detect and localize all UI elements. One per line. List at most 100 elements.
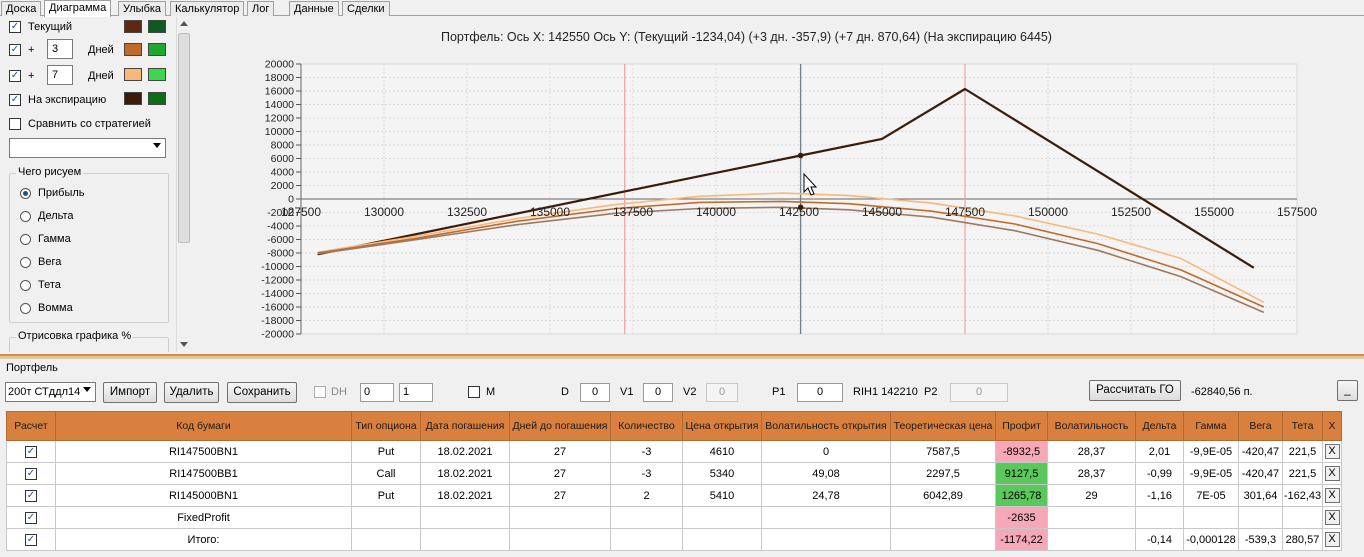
dh-checkbox[interactable] bbox=[314, 386, 326, 398]
settings-scrollbar[interactable] bbox=[176, 17, 191, 352]
col-theo[interactable]: Теоретическая цена bbox=[890, 411, 996, 441]
x-tick-label: 155000 bbox=[1194, 205, 1234, 219]
payoff-chart[interactable]: 127500 130000 132500 135000 137500 140000 1425… bbox=[193, 17, 1364, 352]
calc-checkbox[interactable]: ✓ bbox=[25, 534, 37, 546]
strategy-compare-select[interactable] bbox=[9, 138, 166, 158]
col-price[interactable]: Цена открытия bbox=[682, 411, 762, 441]
panel-splitter[interactable] bbox=[0, 354, 1364, 359]
delete-button[interactable]: Удалить bbox=[164, 382, 219, 403]
col-calc[interactable]: Расчет bbox=[6, 411, 56, 441]
remove-row-button[interactable]: X bbox=[1324, 444, 1340, 459]
compare-checkbox[interactable] bbox=[9, 118, 21, 130]
expiration-checkbox[interactable] bbox=[9, 94, 21, 106]
cell-remove: X bbox=[1322, 440, 1342, 463]
plus3-color-2[interactable] bbox=[148, 43, 166, 56]
minimize-button[interactable]: _ bbox=[1337, 380, 1358, 401]
radio-theta[interactable] bbox=[20, 280, 31, 291]
tab-board[interactable]: Доска bbox=[1, 1, 42, 16]
plus7-color-2[interactable] bbox=[148, 68, 166, 81]
table-row[interactable]: ✓ RI147500BB1 Call 18.02.2021 27 -3 5340 49,08 2… bbox=[6, 462, 1342, 485]
cell-profit: 1265,78 bbox=[995, 484, 1048, 507]
remove-row-button[interactable]: X bbox=[1324, 488, 1340, 503]
chart-series bbox=[317, 87, 1265, 314]
calc-checkbox[interactable]: ✓ bbox=[25, 446, 37, 458]
table-row[interactable]: ✓ RI145000BN1 Put 18.02.2021 27 2 5410 24,78 604… bbox=[6, 484, 1342, 507]
tab-diagram[interactable]: Диаграмма bbox=[44, 0, 112, 17]
current-checkbox[interactable] bbox=[9, 21, 21, 33]
col-vol[interactable]: Волатильность bbox=[1047, 411, 1136, 441]
tab-calculator[interactable]: Калькулятор bbox=[170, 1, 245, 16]
v1-field[interactable]: 0 bbox=[643, 383, 673, 402]
v2-label: V2 bbox=[683, 386, 697, 398]
radio-profit[interactable] bbox=[20, 188, 31, 199]
plus7-checkbox[interactable] bbox=[9, 70, 21, 82]
calc-checkbox[interactable]: ✓ bbox=[25, 512, 37, 524]
expiration-color-1[interactable] bbox=[124, 92, 142, 105]
y-tick-label: -20000 bbox=[261, 329, 294, 341]
col-vega[interactable]: Вега bbox=[1238, 411, 1283, 441]
m-checkbox[interactable] bbox=[468, 386, 480, 398]
plus3-days-input[interactable]: 3 bbox=[47, 39, 73, 59]
mouse-cursor-icon bbox=[803, 172, 818, 196]
current-label: Текущий bbox=[28, 21, 72, 33]
tab-deals[interactable]: Сделки bbox=[342, 1, 390, 16]
col-code[interactable]: Код бумаги bbox=[55, 411, 352, 441]
cell-gamma: 7E-05 bbox=[1183, 484, 1239, 507]
dh-spin-2[interactable]: 1 bbox=[399, 383, 433, 402]
col-theta[interactable]: Тета bbox=[1282, 411, 1323, 441]
cell-calc[interactable]: ✓ bbox=[6, 462, 56, 485]
table-row[interactable]: ✓ FixedProfit -2635 X bbox=[6, 506, 1342, 529]
cell-remove: X bbox=[1322, 484, 1342, 507]
remove-row-button[interactable]: X bbox=[1324, 510, 1340, 525]
dh-spin-1[interactable]: 0 bbox=[360, 383, 394, 402]
col-qty[interactable]: Количество bbox=[610, 411, 683, 441]
import-button[interactable]: Импорт bbox=[103, 382, 157, 403]
radio-delta[interactable] bbox=[20, 211, 31, 222]
col-gamma[interactable]: Гамма bbox=[1183, 411, 1239, 441]
col-vol-open[interactable]: Волатильность открытия bbox=[761, 411, 891, 441]
go-value: -62840,56 п. bbox=[1191, 386, 1253, 398]
radio-gamma[interactable] bbox=[20, 234, 31, 245]
current-color-1[interactable] bbox=[124, 20, 142, 33]
tab-smile[interactable]: Улыбка bbox=[118, 1, 167, 16]
cell-vol-open: 0 bbox=[761, 440, 891, 463]
p1-field[interactable]: 0 bbox=[797, 383, 843, 402]
save-button[interactable]: Сохранить bbox=[227, 382, 297, 403]
calc-checkbox[interactable]: ✓ bbox=[25, 490, 37, 502]
table-row[interactable]: ✓ RI147500BN1 Put 18.02.2021 27 -3 4610 0 7587,5… bbox=[6, 440, 1342, 463]
cell-calc[interactable]: ✓ bbox=[6, 506, 56, 529]
scroll-up-icon[interactable] bbox=[180, 21, 188, 26]
radio-vomma[interactable] bbox=[20, 303, 31, 314]
cell-theta: 221,5 bbox=[1282, 462, 1323, 485]
x-tick-label: 132500 bbox=[447, 205, 487, 219]
d-field[interactable]: 0 bbox=[580, 383, 610, 402]
v2-field[interactable]: 0 bbox=[706, 383, 738, 402]
cell-calc[interactable]: ✓ bbox=[6, 484, 56, 507]
plus7-color-1[interactable] bbox=[124, 68, 142, 81]
plus3-checkbox[interactable] bbox=[9, 44, 21, 56]
table-row[interactable]: ✓ Итого: -1174,22 -0,14 -0,000128 -539,3 280,5… bbox=[6, 528, 1342, 551]
calc-checkbox[interactable]: ✓ bbox=[25, 468, 37, 480]
expiration-color-2[interactable] bbox=[148, 92, 166, 105]
scroll-thumb[interactable] bbox=[178, 33, 190, 243]
strategy-select[interactable]: 200т СТддл14 bbox=[5, 382, 96, 402]
remove-row-button[interactable]: X bbox=[1324, 532, 1340, 547]
plus7-days-input[interactable]: 7 bbox=[47, 65, 73, 85]
col-type[interactable]: Тип опциона bbox=[351, 411, 421, 441]
col-profit[interactable]: Профит bbox=[995, 411, 1048, 441]
radio-vega[interactable] bbox=[20, 257, 31, 268]
cell-calc[interactable]: ✓ bbox=[6, 440, 56, 463]
col-date[interactable]: Дата погашения bbox=[420, 411, 510, 441]
tab-data[interactable]: Данные bbox=[289, 1, 339, 16]
col-days[interactable]: Дней до погашения bbox=[509, 411, 611, 441]
tab-log[interactable]: Лог bbox=[247, 1, 275, 16]
cell-delta: -0,99 bbox=[1135, 462, 1184, 485]
p2-field[interactable]: 0 bbox=[950, 383, 1008, 402]
scroll-down-icon[interactable] bbox=[180, 342, 188, 347]
calc-go-button[interactable]: Рассчитать ГО bbox=[1089, 380, 1181, 401]
current-color-2[interactable] bbox=[148, 20, 166, 33]
cell-calc[interactable]: ✓ bbox=[6, 528, 56, 551]
plus3-color-1[interactable] bbox=[124, 43, 142, 56]
remove-row-button[interactable]: X bbox=[1324, 466, 1340, 481]
col-delta[interactable]: Дельта bbox=[1135, 411, 1184, 441]
